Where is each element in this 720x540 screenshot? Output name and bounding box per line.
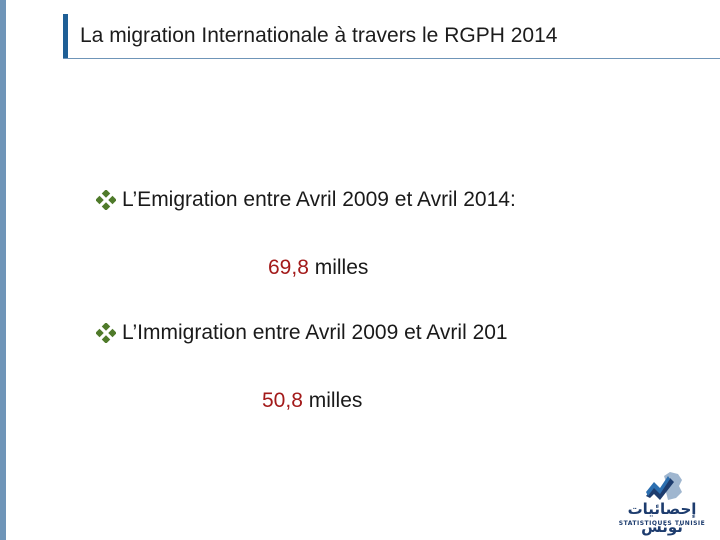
map-chart-icon <box>646 472 682 500</box>
immigration-value: 50,8 <box>262 389 303 412</box>
title-accent-bar <box>63 14 68 58</box>
bullet-text: L’Immigration entre Avril 2009 et Avril … <box>122 321 508 344</box>
bullet-emigration: L’Emigration entre Avril 2009 et Avril 2… <box>96 188 516 212</box>
title-underline <box>63 58 720 59</box>
diamond-bullet-icon <box>96 323 116 343</box>
unit-label: milles <box>302 389 363 412</box>
unit-label: milles <box>308 256 369 279</box>
diamond-bullet-icon <box>96 190 116 210</box>
left-border-rule <box>0 0 6 540</box>
value-line-immigration: 50,8 milles <box>262 389 362 413</box>
statistiques-tunisie-logo: إحصائيات تونس STATISTIQUES TUNISIE <box>612 470 712 536</box>
logo-arabic-text: إحصائيات تونس <box>627 500 697 536</box>
bullet-text: L’Emigration entre Avril 2009 et Avril 2… <box>122 188 516 211</box>
emigration-value: 69,8 <box>268 256 309 279</box>
logo-subtitle: STATISTIQUES TUNISIE <box>618 520 706 527</box>
bullet-immigration: L’Immigration entre Avril 2009 et Avril … <box>96 321 508 345</box>
slide-title: La migration Internationale à travers le… <box>80 24 558 47</box>
value-line-emigration: 69,8 milles <box>268 256 368 280</box>
